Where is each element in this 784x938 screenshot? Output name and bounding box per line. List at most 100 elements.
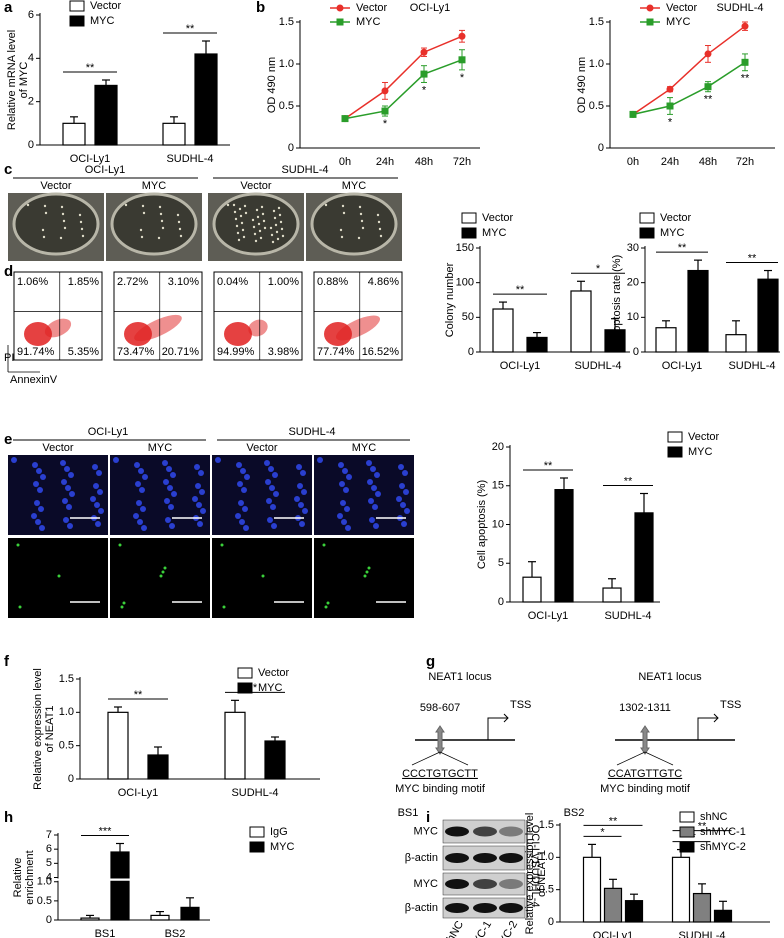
colony (178, 227, 182, 231)
site-position: 1302-1311 (619, 702, 671, 714)
locus-title: NEAT1 locus (428, 671, 492, 683)
point (666, 102, 674, 110)
nucleus (345, 525, 351, 531)
nucleus (32, 462, 38, 468)
legend-swatch (639, 227, 655, 239)
y-axis-label: Relative (12, 858, 24, 898)
colony (281, 234, 285, 238)
tunel-dot (163, 566, 167, 570)
nucleus (194, 464, 200, 470)
flow-cloud (224, 322, 252, 346)
y-axis-label: OD 490 nm (576, 57, 588, 113)
point (741, 22, 749, 30)
y-tick-label: 20 (627, 277, 639, 289)
condition-label: Vector (42, 442, 74, 454)
scale-bar-label: 100 µm (373, 606, 410, 618)
flow-x-label: AnnexinV (10, 374, 58, 386)
nucleus (296, 464, 302, 470)
nucleus (199, 489, 205, 495)
tss-arrow (487, 713, 509, 740)
x-tick-label: SUDHL-4 (231, 787, 278, 799)
colony (261, 212, 265, 216)
legend-swatch (639, 212, 655, 224)
legend-swatch (461, 212, 477, 224)
colony (243, 204, 247, 208)
nucleus (60, 460, 66, 466)
bar (713, 909, 733, 923)
nucleus (11, 457, 17, 463)
bar (554, 489, 574, 603)
dapi-image (8, 455, 108, 535)
bar (194, 53, 218, 146)
legend-label: MYC (258, 682, 283, 694)
y-axis-label: Apoptosis rate (%) (611, 255, 623, 345)
blot-band (445, 853, 469, 863)
nucleus (266, 498, 272, 504)
x-tick-label: OCI-Ly1 (500, 360, 541, 372)
nucleus (366, 460, 372, 466)
colony (177, 220, 181, 224)
legend-swatch (461, 227, 477, 239)
colony (253, 232, 257, 236)
nucleus (300, 470, 306, 476)
bar (62, 122, 86, 146)
quadrant-percent: 1.00% (268, 276, 299, 288)
blot-band (473, 853, 497, 863)
motif: CCATGTTGTC (608, 768, 682, 780)
nucleus (64, 466, 70, 472)
nucleus (371, 485, 377, 491)
y-axis-label: of NEAT1 (536, 850, 548, 897)
legend-label: Vector (356, 2, 388, 14)
condition-label: MYC (352, 442, 377, 454)
bar (150, 914, 170, 921)
significance-label: ** (748, 252, 757, 264)
colony (242, 235, 246, 239)
condition-label: MYC (148, 442, 173, 454)
axis-break (57, 878, 211, 881)
significance-label: * (253, 682, 258, 694)
nucleus (372, 504, 378, 510)
nucleus (400, 502, 406, 508)
blot-row-label: MYC (414, 825, 439, 837)
colony (140, 235, 144, 239)
blot-band (499, 853, 523, 863)
significance-label: * (422, 84, 427, 96)
dapi-image (110, 455, 210, 535)
point (704, 83, 712, 91)
nucleus (244, 474, 250, 480)
dapi-image (314, 455, 414, 535)
significance-label: ** (698, 820, 707, 832)
significance-label: ** (134, 689, 143, 701)
cell-line-label: SUDHL-4 (529, 860, 541, 907)
colony (252, 225, 256, 229)
nucleus (68, 472, 74, 478)
tunel-dot (367, 566, 371, 570)
legend-label: Vector (688, 431, 720, 443)
nucleus (196, 502, 202, 508)
nucleus (200, 508, 206, 514)
condition-label: MYC (342, 180, 367, 192)
colony (377, 220, 381, 224)
nucleus (270, 504, 276, 510)
bar (582, 856, 602, 923)
tunel-dot (363, 574, 367, 578)
bar (522, 576, 542, 603)
colony (157, 236, 161, 240)
nucleus (90, 496, 96, 502)
y-tick-label: 4 (28, 52, 34, 64)
nucleus (398, 464, 404, 470)
y-tick-label: 0 (468, 346, 474, 358)
nucleus (297, 483, 303, 489)
flow-cloud (134, 314, 182, 342)
point (420, 48, 428, 56)
blot-row-label: β-actin (405, 852, 438, 864)
y-tick-label: 10 (492, 518, 504, 530)
colony (44, 211, 48, 215)
significance-label: ** (609, 815, 618, 827)
legend-label: MYC (356, 16, 381, 28)
y-tick-label: 1.0 (59, 706, 74, 718)
nucleus (192, 496, 198, 502)
nucleus (343, 487, 349, 493)
tunel-dot (57, 574, 61, 578)
nucleus (66, 504, 72, 510)
